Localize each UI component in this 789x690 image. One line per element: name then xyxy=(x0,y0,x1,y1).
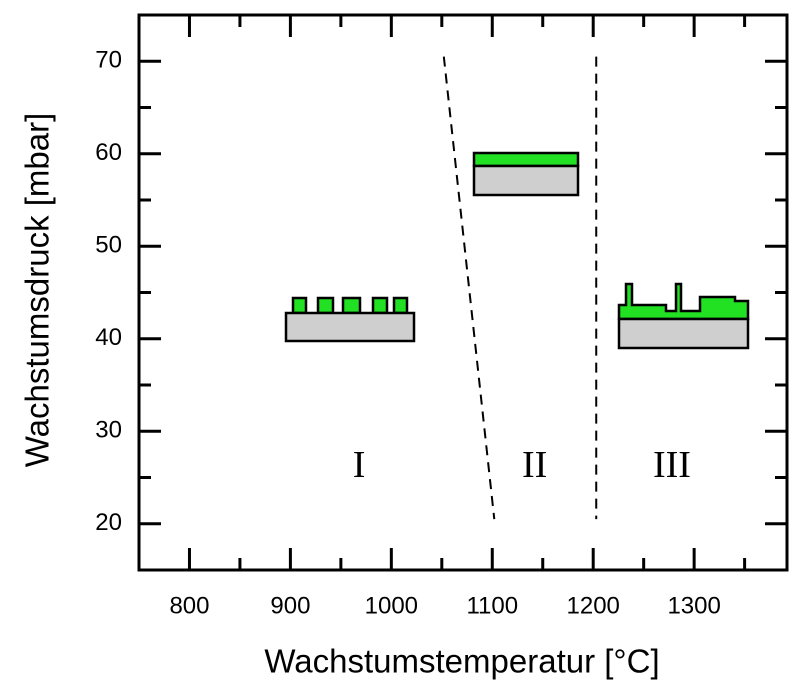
y-tick-label: 70 xyxy=(95,47,122,74)
region-label: III xyxy=(653,444,691,486)
region-label: I xyxy=(353,444,366,486)
phase-boundary xyxy=(442,56,496,520)
x-tick-label: 1300 xyxy=(667,592,720,619)
region-label: II xyxy=(522,444,547,486)
icon-region-3 xyxy=(617,282,750,350)
y-tick-label: 20 xyxy=(95,509,122,536)
y-tick-label: 40 xyxy=(95,324,122,351)
y-axis-label: Wachstumsdruck [mbar] xyxy=(19,113,56,468)
y-tick-label: 30 xyxy=(95,417,122,444)
x-axis-label: Wachstumstemperatur [°C] xyxy=(264,643,659,680)
y-tick-label: 50 xyxy=(95,232,122,259)
icon-region-1 xyxy=(284,296,416,343)
x-tick-label: 1000 xyxy=(365,592,418,619)
x-tick-label: 1100 xyxy=(466,592,518,619)
plot-frame xyxy=(137,13,789,572)
icon-region-2 xyxy=(472,151,580,197)
x-tick-label: 1200 xyxy=(567,592,620,619)
x-tick-label: 800 xyxy=(169,592,209,619)
y-tick-label: 60 xyxy=(95,139,122,166)
x-tick-label: 900 xyxy=(270,592,310,619)
